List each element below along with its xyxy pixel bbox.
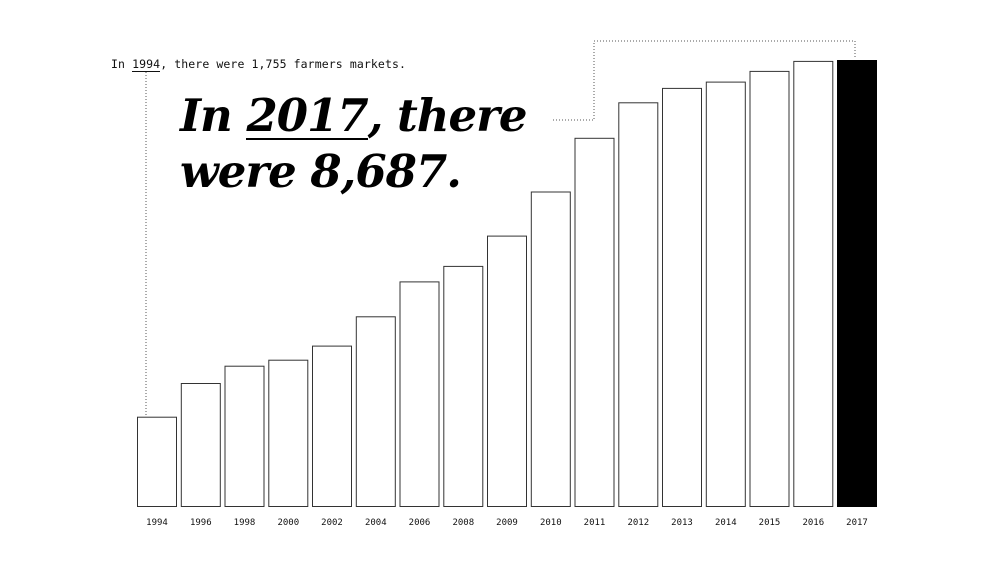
headline-prefix: In [180, 89, 247, 142]
x-tick-label: 1994 [146, 518, 168, 528]
annotation-1994: In 1994, there were 1,755 farmers market… [111, 57, 407, 72]
x-tick-label: 2014 [715, 518, 737, 528]
headline-year: 2017 [246, 89, 369, 142]
bar-1996 [180, 383, 221, 507]
bar-2011 [574, 137, 615, 508]
bar-2012 [618, 102, 659, 508]
bar-2006 [399, 281, 440, 507]
bar-2017 [837, 60, 877, 507]
headline-line1: In 2017, there [180, 88, 527, 144]
x-tick-label: 2006 [409, 518, 431, 528]
bar-1998 [224, 365, 265, 508]
annotation-1994-prefix: In [111, 57, 133, 71]
bar-2009 [487, 235, 527, 507]
x-tick-label: 2015 [759, 518, 781, 528]
annotation-1994-year: 1994 [132, 57, 161, 72]
bar-2015 [749, 70, 790, 508]
bar-2004 [355, 316, 396, 507]
x-tick-label: 2016 [802, 518, 824, 528]
bar-2008 [443, 265, 484, 507]
x-tick-label: 1998 [234, 518, 256, 528]
x-tick-label: 2012 [627, 518, 649, 528]
headline: In 2017, there were 8,687. [180, 88, 527, 200]
headline-line1-suffix: , there [367, 89, 528, 142]
x-tick-label: 2002 [321, 518, 343, 528]
bar-1994 [137, 416, 177, 508]
x-tick-label: 2009 [496, 518, 518, 528]
bar-2002 [312, 345, 352, 507]
x-tick-label: 2004 [365, 518, 387, 528]
x-tick-label: 2011 [584, 518, 606, 528]
bar-2000 [268, 359, 309, 508]
bar-2013 [662, 87, 702, 508]
headline-line2: were 8,687. [180, 145, 462, 198]
x-tick-label: 2008 [452, 518, 474, 528]
bar-2014 [705, 81, 746, 507]
x-tick-label: 1996 [190, 518, 212, 528]
annotation-1994-suffix: , there were 1,755 farmers markets. [160, 57, 407, 71]
bar-2016 [793, 60, 834, 508]
annotation-leader-2017 [553, 40, 856, 121]
x-tick-label: 2000 [277, 518, 299, 528]
bar-2010 [530, 191, 571, 507]
x-tick-label: 2017 [846, 518, 868, 528]
x-tick-label: 2010 [540, 518, 562, 528]
x-tick-label: 2013 [671, 518, 693, 528]
